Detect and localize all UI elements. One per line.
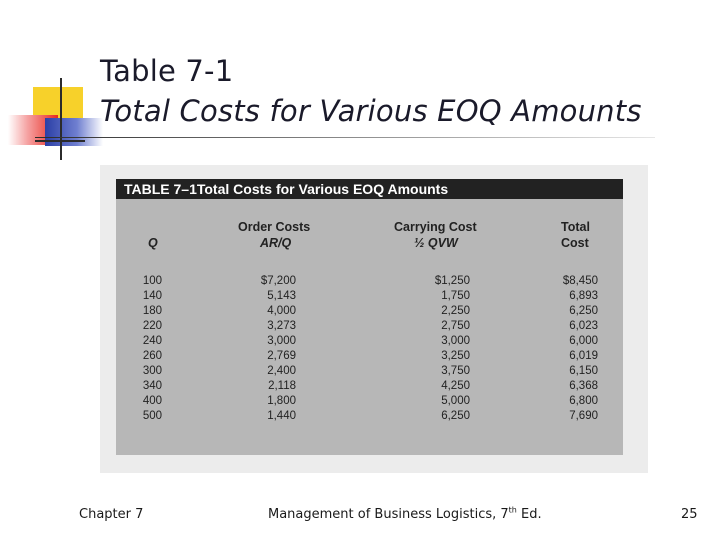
- table-cell: 6,800: [569, 395, 598, 407]
- table-cell: 260: [142, 350, 162, 362]
- decorative-short-line: [35, 140, 85, 142]
- slide-subtitle: Total Costs for Various EOQ Amounts: [100, 94, 642, 128]
- table-cell: 500: [142, 410, 162, 422]
- column-header-carrying-cost: Carrying Cost: [394, 220, 477, 234]
- column-order-costs-values: $7,200 5,143 4,000 3,273 3,000 2,769 2,4…: [212, 274, 296, 424]
- footer-book-title: Management of Business Logistics, 7th Ed…: [268, 505, 542, 522]
- table-cell: 1,440: [267, 410, 296, 422]
- column-q: Q 100 140 180 220 240 260 300 340 400 50…: [116, 199, 192, 455]
- table-cell: 6,893: [569, 290, 598, 302]
- footer-book-title-main: Management of Business Logistics, 7: [268, 507, 509, 522]
- table-cell: 3,273: [267, 320, 296, 332]
- footer-edition-suffix: th: [508, 505, 517, 515]
- table-cell: 220: [142, 320, 162, 332]
- table-cell: 2,769: [267, 350, 296, 362]
- table-cell: 2,750: [441, 320, 470, 332]
- table-cell: 4,000: [267, 305, 296, 317]
- table-cell: 2,118: [268, 380, 296, 392]
- table-cell: 400: [142, 395, 162, 407]
- column-header-cost: Cost: [561, 236, 589, 250]
- title-divider-line: [35, 137, 655, 138]
- table-cell: 7,690: [569, 410, 598, 422]
- column-total-cost: Total Cost $8,450 6,893 6,250 6,023 6,00…: [532, 199, 612, 455]
- table-cell: 2,400: [267, 365, 296, 377]
- table-cell: 6,250: [569, 305, 598, 317]
- table-cell: 6,150: [569, 365, 598, 377]
- table-cell: 3,750: [441, 365, 470, 377]
- column-header-total: Total: [561, 220, 590, 234]
- table-cell: 3,250: [441, 350, 470, 362]
- footer-chapter: Chapter 7: [79, 507, 144, 522]
- table-cell: 6,000: [569, 335, 598, 347]
- table-cell: $7,200: [260, 275, 296, 287]
- table-cell: 240: [142, 335, 162, 347]
- table-cell: 2,250: [441, 305, 470, 317]
- table-cell: 1,800: [267, 395, 296, 407]
- table-cell: 6,019: [569, 350, 598, 362]
- table-caption: TABLE 7–1Total Costs for Various EOQ Amo…: [116, 179, 623, 199]
- decorative-vertical-line: [60, 78, 62, 160]
- table-cell: 100: [142, 275, 162, 287]
- column-carrying-cost-values: $1,250 1,750 2,250 2,750 3,000 3,250 3,7…: [378, 274, 470, 424]
- table-cell: 340: [142, 380, 162, 392]
- column-q-values: 100 140 180 220 240 260 300 340 400 500: [116, 274, 162, 424]
- column-header-order-formula: AR/Q: [260, 236, 292, 250]
- page-number: 25: [681, 507, 698, 522]
- table-cell: 6,250: [441, 410, 470, 422]
- table-body: Q 100 140 180 220 240 260 300 340 400 50…: [116, 199, 623, 455]
- table-cell: $1,250: [434, 275, 470, 287]
- column-header-order-costs: Order Costs: [238, 220, 311, 234]
- table-cell: 4,250: [441, 380, 470, 392]
- table-cell: 180: [142, 305, 162, 317]
- column-header-carrying-formula: ½ QVW: [414, 236, 458, 250]
- eoq-cost-table: TABLE 7–1Total Costs for Various EOQ Amo…: [100, 165, 648, 473]
- column-header-q: Q: [148, 236, 158, 250]
- table-cell: 3,000: [267, 335, 296, 347]
- table-cell: 5,143: [267, 290, 296, 302]
- column-total-cost-values: $8,450 6,893 6,250 6,023 6,000 6,019 6,1…: [532, 274, 598, 424]
- table-cell: 6,368: [569, 380, 598, 392]
- column-order-costs: Order Costs AR/Q $7,200 5,143 4,000 3,27…: [212, 199, 362, 455]
- slide-title: Table 7-1: [100, 54, 234, 88]
- table-cell: 300: [142, 365, 162, 377]
- footer-edition-label: Ed.: [516, 507, 542, 522]
- table-cell: $8,450: [562, 275, 598, 287]
- table-cell: 3,000: [441, 335, 470, 347]
- table-cell: 140: [142, 290, 162, 302]
- table-cell: 5,000: [441, 395, 470, 407]
- table-cell: 1,750: [441, 290, 470, 302]
- column-carrying-cost: Carrying Cost ½ QVW $1,250 1,750 2,250 2…: [378, 199, 538, 455]
- table-cell: 6,023: [569, 320, 598, 332]
